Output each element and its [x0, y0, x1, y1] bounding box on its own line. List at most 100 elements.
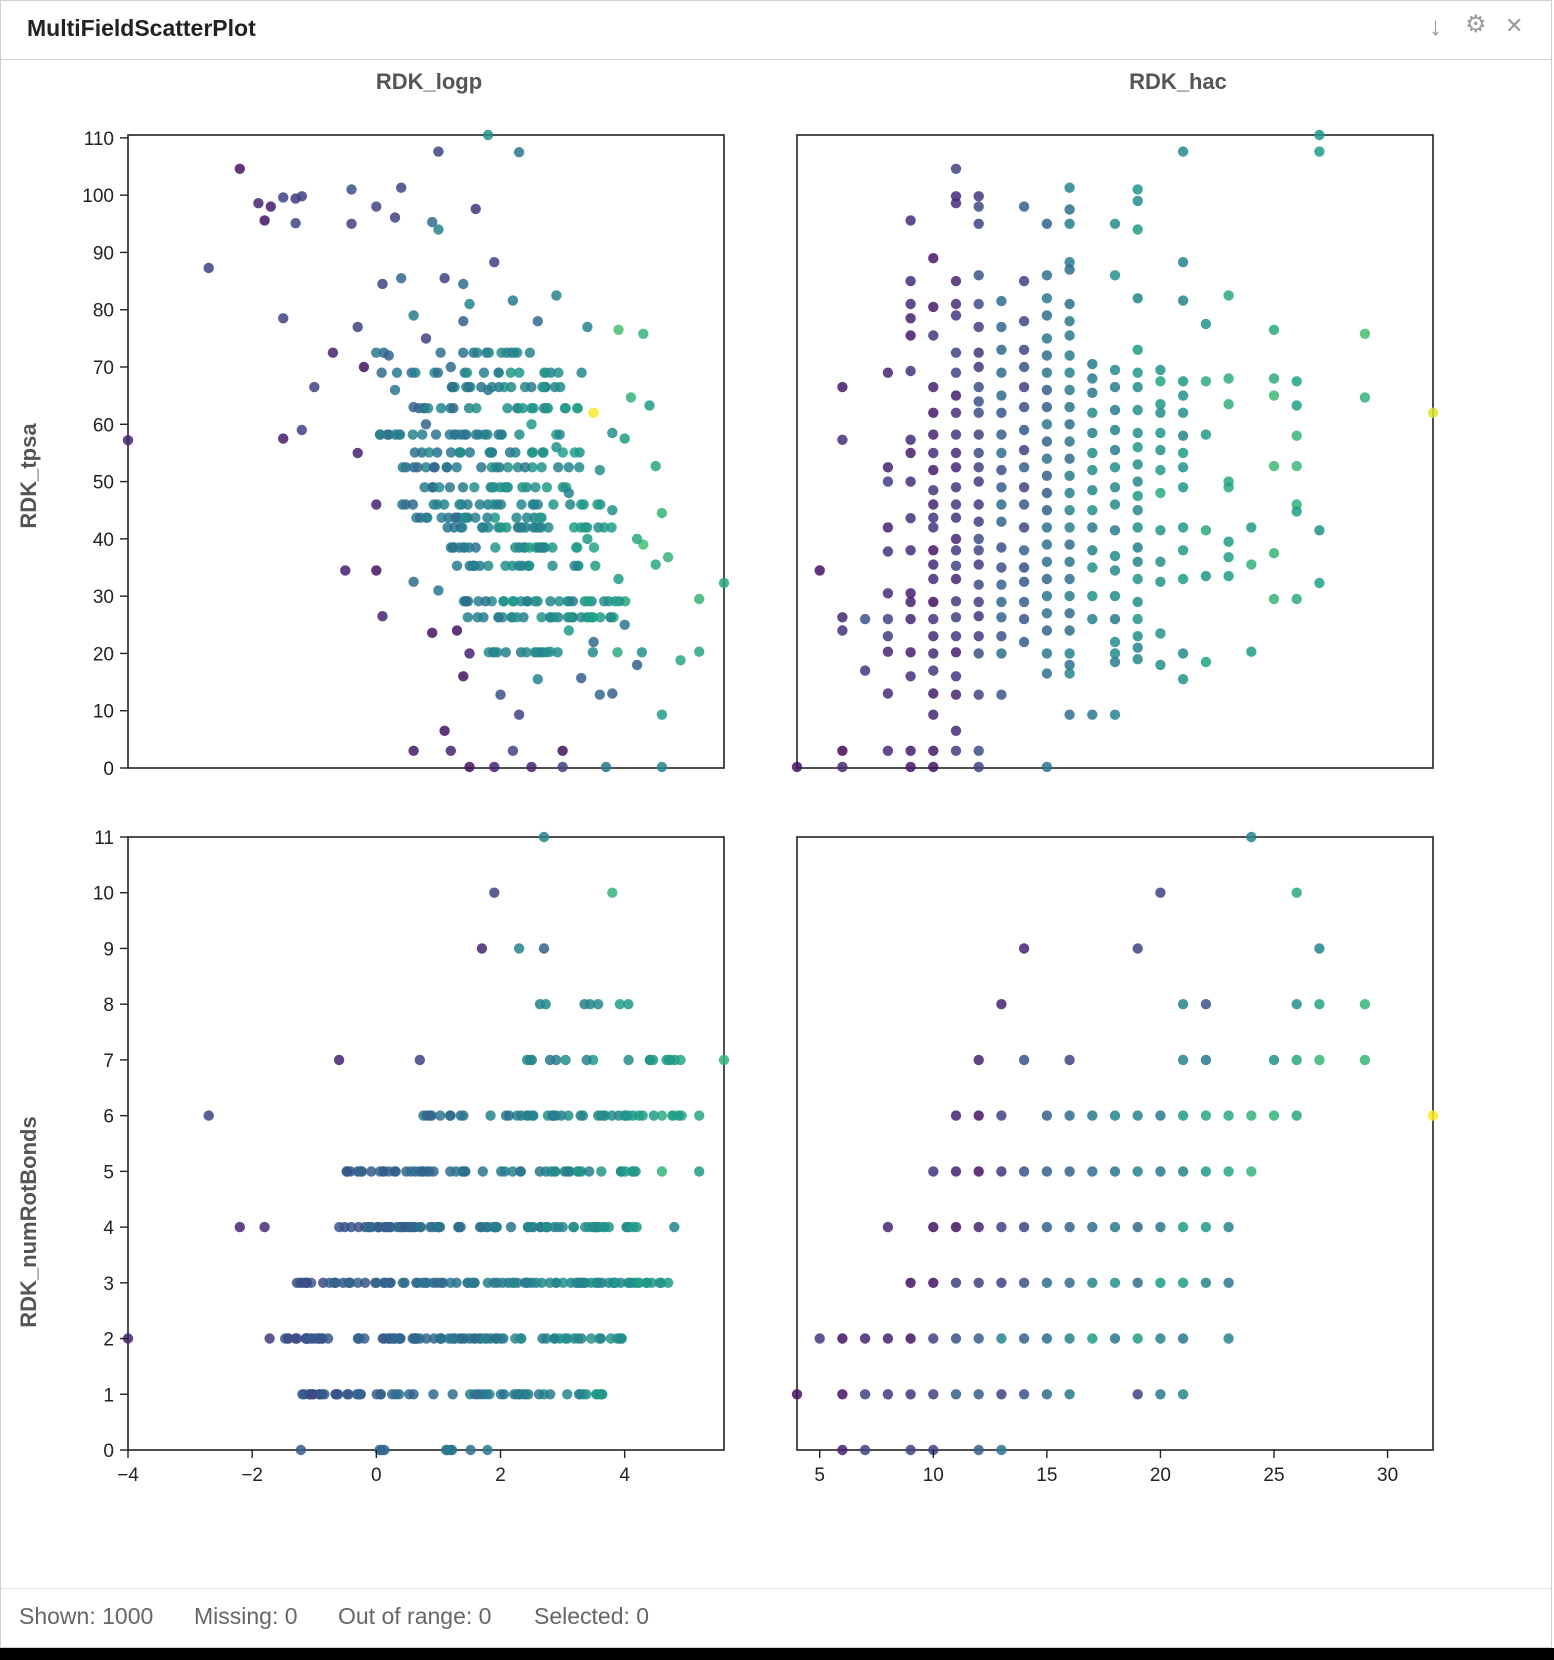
- data-point: [445, 745, 456, 756]
- data-point: [1018, 1333, 1030, 1344]
- data-point: [1109, 565, 1121, 576]
- data-point: [1132, 596, 1143, 608]
- data-point: [313, 1333, 325, 1344]
- y-tick-label: 3: [103, 1274, 114, 1295]
- data-point: [1132, 573, 1143, 585]
- data-point: [581, 1054, 592, 1066]
- data-point: [996, 344, 1007, 355]
- data-point: [507, 1277, 518, 1289]
- data-point: [458, 542, 470, 553]
- data-point: [647, 1054, 659, 1066]
- data-point: [478, 367, 490, 378]
- data-point: [1018, 275, 1030, 287]
- data-point: [563, 625, 574, 636]
- data-point: [459, 512, 470, 523]
- data-point: [583, 596, 594, 607]
- x-tick-label: −4: [117, 1465, 139, 1486]
- data-point: [1087, 545, 1098, 556]
- data-point: [631, 533, 643, 545]
- gear-icon[interactable]: ⚙: [1465, 11, 1487, 38]
- data-point: [1064, 625, 1075, 636]
- data-point: [536, 612, 547, 623]
- data-point: [442, 522, 453, 533]
- data-point: [1041, 384, 1053, 396]
- data-point: [859, 1444, 871, 1456]
- data-point: [1018, 596, 1030, 608]
- data-point: [928, 1166, 939, 1177]
- data-point: [389, 1166, 400, 1177]
- data-point: [540, 999, 551, 1010]
- data-point: [515, 1333, 526, 1344]
- data-point: [565, 1277, 577, 1289]
- data-point: [1291, 999, 1302, 1010]
- data-point: [1132, 293, 1143, 304]
- data-point: [1291, 887, 1302, 898]
- download-icon[interactable]: ↓: [1429, 11, 1442, 41]
- data-point: [973, 559, 984, 570]
- scatter-panel-RDK_logp-RDK_numRotBonds[interactable]: 0 1 2 3 4 5 6 7 8 9 10 11 −4 −2 0 2 4: [93, 828, 730, 1486]
- data-point: [837, 1389, 848, 1400]
- data-point: [1087, 709, 1098, 720]
- data-point: [662, 552, 674, 563]
- data-point: [588, 407, 599, 418]
- data-point: [950, 689, 962, 700]
- data-point: [1155, 364, 1166, 376]
- status-missing-value: 0: [284, 1603, 298, 1629]
- data-point: [950, 631, 962, 642]
- data-point: [435, 1333, 446, 1344]
- data-point: [535, 522, 547, 533]
- scatter-matrix[interactable]: 010203040506070809010011001234567891011−…: [1, 1, 1553, 1591]
- data-point: [1018, 562, 1030, 573]
- data-point: [519, 462, 531, 473]
- data-point: [552, 647, 563, 658]
- data-point: [1109, 482, 1121, 493]
- scatter-panel-RDK_logp-RDK_tpsa[interactable]: 0 10 20 30 40 50 60 70 80 90 100 110: [82, 129, 730, 780]
- data-point: [613, 324, 624, 335]
- data-point: [1018, 943, 1030, 954]
- data-point: [1177, 1054, 1189, 1066]
- data-point: [476, 462, 487, 473]
- data-point: [694, 646, 705, 657]
- scatter-panel-RDK_hac-RDK_numRotBonds[interactable]: 5 10 15 20 25 30: [791, 831, 1439, 1486]
- data-point: [1109, 364, 1121, 376]
- data-point: [619, 1110, 630, 1121]
- data-point: [996, 464, 1007, 476]
- data-point: [371, 347, 382, 358]
- data-point: [1087, 1277, 1098, 1289]
- data-point: [420, 462, 432, 473]
- data-point: [1064, 1333, 1075, 1344]
- data-point: [352, 321, 363, 333]
- data-point: [950, 499, 962, 510]
- data-point: [1155, 444, 1166, 456]
- data-point: [996, 1389, 1007, 1400]
- scatter-panel-RDK_hac-RDK_tpsa[interactable]: [791, 129, 1439, 773]
- data-point: [560, 1054, 571, 1066]
- y-tick-label: 0: [103, 1441, 114, 1462]
- data-point: [415, 1221, 426, 1233]
- data-point: [470, 429, 482, 440]
- data-point: [507, 596, 518, 607]
- data-point: [1155, 1389, 1166, 1400]
- data-point: [1041, 648, 1053, 659]
- data-point: [928, 499, 939, 510]
- data-point: [1132, 1389, 1143, 1400]
- data-point: [280, 1333, 291, 1344]
- data-point: [524, 347, 536, 358]
- data-point: [356, 1166, 368, 1177]
- data-point: [905, 298, 916, 310]
- data-point: [532, 316, 543, 327]
- data-point: [522, 1277, 534, 1289]
- data-point: [453, 1221, 464, 1233]
- data-point: [928, 573, 939, 585]
- data-point: [1223, 482, 1234, 493]
- data-point: [353, 1389, 365, 1400]
- data-point: [1109, 709, 1121, 720]
- data-point: [588, 1221, 599, 1233]
- data-point: [468, 347, 479, 358]
- data-point: [1109, 525, 1121, 536]
- data-point: [1132, 613, 1143, 625]
- data-point: [482, 129, 494, 141]
- data-point: [973, 596, 984, 608]
- close-icon[interactable]: ✕: [1505, 13, 1524, 38]
- data-point: [439, 725, 450, 736]
